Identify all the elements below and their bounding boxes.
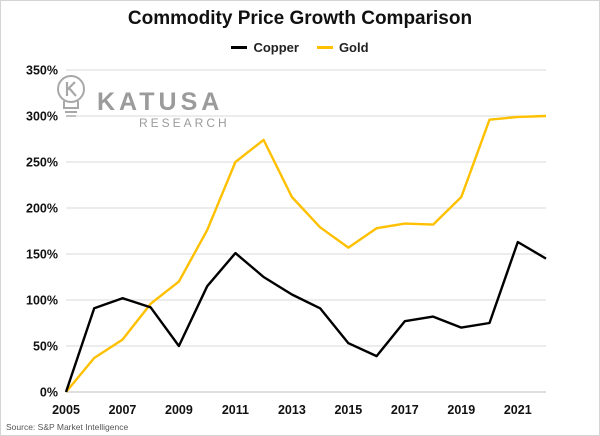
x-tick-label: 2009 (165, 403, 193, 417)
legend-item-gold: Gold (316, 40, 369, 55)
legend-swatch-gold (316, 46, 333, 49)
series-lines (64, 114, 547, 393)
x-tick-label: 2015 (334, 403, 362, 417)
x-tick-label: 2005 (52, 403, 80, 417)
source-note: Source: S&P Market Intelligence (6, 422, 129, 432)
x-tick-label: 2007 (109, 403, 137, 417)
y-tick-label: 250% (26, 156, 58, 170)
x-tick-label: 2019 (447, 403, 475, 417)
logo-wordmark: KATUSA (97, 88, 223, 116)
y-tick-label: 50% (33, 340, 58, 354)
x-tick-label: 2011 (222, 403, 249, 417)
chart-title: Commodity Price Growth Comparison (127, 8, 473, 29)
legend-swatch-copper (231, 46, 248, 49)
y-tick-label: 100% (26, 294, 58, 308)
legend-label-copper: Copper (253, 40, 299, 55)
logo-subtitle: RESEARCH (139, 116, 230, 130)
legend: Copper Gold (0, 40, 600, 55)
x-axis-tick-labels: 2005 2007 2009 2011 2013 2015 2017 2019 2021 (52, 403, 532, 417)
y-tick-label: 150% (26, 248, 58, 262)
series-line-gold (65, 114, 547, 393)
x-tick-label: 2021 (504, 403, 532, 417)
y-tick-label: 300% (26, 110, 58, 124)
lightbulb-k-icon (57, 75, 85, 117)
legend-item-copper: Copper (231, 40, 299, 55)
y-tick-label: 0% (40, 386, 58, 400)
y-tick-label: 350% (26, 64, 58, 78)
katusa-logo: KATUSA RESEARCH (57, 75, 230, 130)
y-tick-label: 200% (26, 202, 58, 216)
y-axis-tick-labels: 0% 50% 100% 150% 200% 250% 300% 350% (26, 64, 58, 400)
legend-label-gold: Gold (338, 40, 369, 55)
series-line-copper (64, 240, 547, 393)
x-tick-label: 2017 (391, 403, 419, 417)
gridlines (66, 69, 546, 393)
x-tick-label: 2013 (278, 403, 306, 417)
